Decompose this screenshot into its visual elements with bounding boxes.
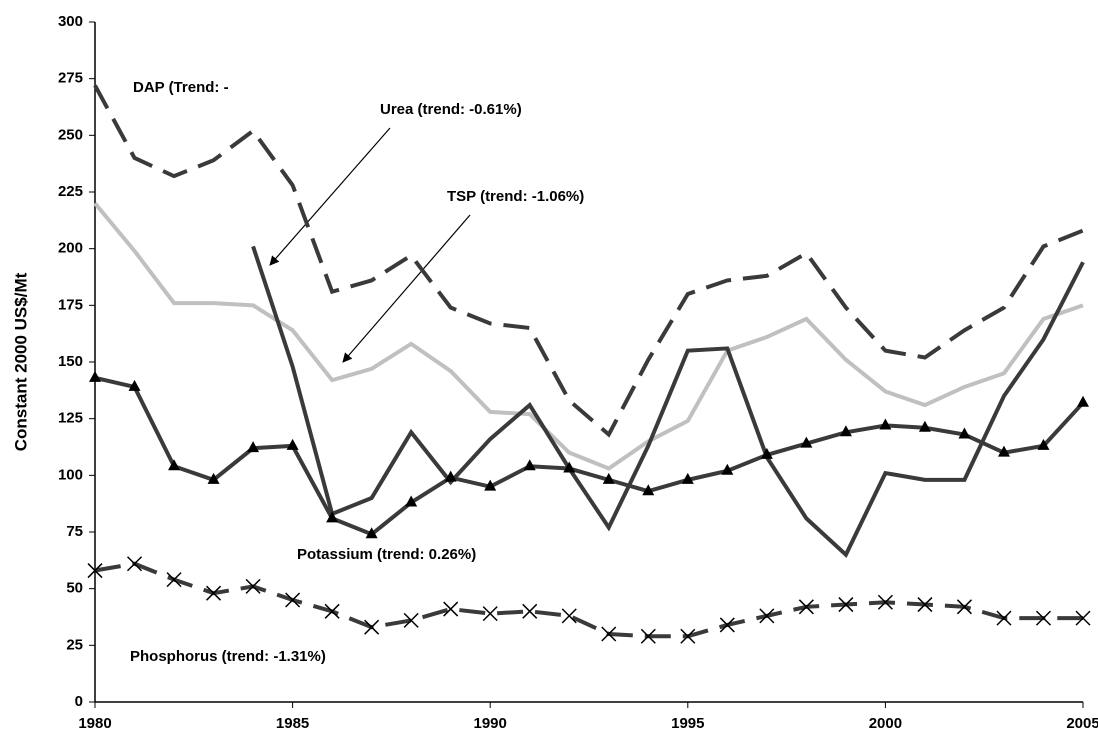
- annotation: TSP (trend: -1.06%): [447, 188, 584, 205]
- series-line: [94, 561, 1083, 639]
- marker: [760, 447, 773, 459]
- annotation: DAP (Trend: -: [133, 79, 229, 96]
- marker: [285, 592, 301, 608]
- marker: [89, 370, 101, 382]
- y-tick-label: 225: [58, 183, 83, 200]
- series-line: [93, 84, 1084, 438]
- y-tick-label: 25: [66, 636, 83, 653]
- marker: [996, 610, 1012, 626]
- y-tick-label: 250: [58, 126, 83, 143]
- marker: [168, 459, 181, 471]
- y-tick-label: 175: [58, 296, 83, 313]
- marker: [839, 425, 852, 437]
- x-tick-label: 1985: [276, 715, 309, 732]
- marker: [879, 418, 892, 430]
- x-tick-label: 1995: [671, 715, 704, 732]
- y-tick-label: 125: [58, 410, 83, 427]
- marker: [405, 495, 418, 507]
- marker: [482, 606, 498, 622]
- marker: [642, 484, 655, 496]
- marker: [563, 461, 576, 473]
- marker: [365, 527, 378, 539]
- marker: [958, 427, 971, 439]
- marker: [640, 628, 656, 644]
- y-tick-label: 50: [66, 580, 83, 597]
- marker: [956, 599, 972, 615]
- annotation: Phosphorus (trend: -1.31%): [130, 648, 326, 665]
- annotation: Potassium (trend: 0.26%): [297, 546, 476, 563]
- marker: [128, 379, 141, 391]
- marker: [561, 608, 577, 624]
- marker: [838, 597, 854, 613]
- marker: [403, 612, 419, 628]
- marker: [997, 445, 1010, 457]
- marker: [364, 619, 380, 635]
- marker: [759, 608, 775, 624]
- marker: [798, 599, 814, 615]
- marker: [681, 472, 694, 484]
- y-tick-label: 300: [58, 13, 83, 30]
- y-tick-label: 0: [75, 693, 83, 710]
- marker: [207, 472, 220, 484]
- marker: [87, 563, 103, 579]
- marker: [247, 441, 260, 453]
- y-axis-label: Constant 2000 US$/Mt: [11, 272, 30, 451]
- x-tick-label: 1990: [474, 715, 507, 732]
- marker: [484, 479, 497, 491]
- y-tick-label: 275: [58, 70, 83, 87]
- y-tick-label: 150: [58, 353, 83, 370]
- y-tick-label: 100: [58, 466, 83, 483]
- series-line: [93, 202, 1084, 471]
- marker: [126, 556, 143, 572]
- marker: [443, 601, 459, 617]
- y-tick-label: 200: [58, 240, 83, 257]
- marker: [324, 603, 340, 619]
- marker: [800, 436, 813, 448]
- marker: [1077, 395, 1089, 407]
- marker: [326, 511, 339, 523]
- marker: [601, 626, 617, 642]
- marker: [602, 472, 615, 484]
- marker: [721, 463, 734, 475]
- marker: [166, 572, 182, 588]
- arrow: [342, 214, 471, 363]
- marker: [917, 597, 933, 613]
- marker: [206, 585, 222, 601]
- marker: [719, 617, 735, 633]
- x-tick-label: 2000: [869, 715, 902, 732]
- marker: [877, 594, 893, 610]
- series-line: [94, 375, 1085, 537]
- series-line: [251, 245, 1085, 558]
- marker: [522, 603, 538, 619]
- marker: [245, 578, 261, 594]
- marker: [523, 459, 536, 471]
- annotation: Urea (trend: -0.61%): [380, 101, 522, 118]
- marker: [680, 628, 696, 644]
- y-tick-label: 75: [66, 523, 83, 540]
- marker: [918, 420, 931, 432]
- arrow: [269, 127, 391, 266]
- marker: [444, 470, 457, 482]
- x-tick-label: 2005: [1066, 715, 1098, 732]
- marker: [1037, 438, 1050, 450]
- x-tick-label: 1980: [78, 715, 111, 732]
- marker: [1035, 610, 1052, 626]
- marker: [286, 438, 299, 450]
- marker: [1075, 610, 1091, 626]
